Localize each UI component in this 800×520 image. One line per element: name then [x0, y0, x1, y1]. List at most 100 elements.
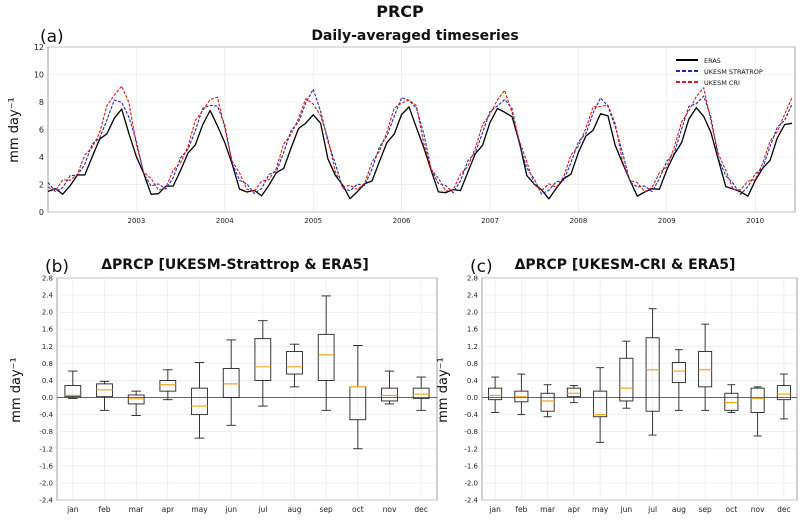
x-tick-label: sep	[698, 505, 712, 514]
x-tick-label: mar	[540, 505, 556, 514]
box-apr	[159, 369, 177, 401]
box-mar	[540, 384, 555, 418]
box-iqr	[222, 368, 240, 398]
box-iqr	[191, 387, 208, 416]
box-sep	[698, 323, 713, 411]
legend-label: UKESM CRI	[704, 79, 740, 87]
box-iqr	[127, 394, 145, 405]
y-tick-label: -2.4	[39, 497, 53, 505]
box-apr	[566, 385, 581, 404]
x-tick-label: 2009	[658, 217, 676, 225]
cri-boxplot: -2.4 -2.0 -1.6 -1.2 -0.8 -0.4 0.0 0.4 0.8 1.2 1.6 2…	[464, 275, 798, 514]
box-iqr	[488, 387, 503, 401]
figure-title: PRCP	[376, 2, 424, 21]
y-tick-label: 2.4	[42, 292, 54, 300]
legend-label: ERA5	[704, 57, 721, 65]
x-tick-label: aug	[672, 505, 686, 514]
box-iqr	[724, 392, 739, 411]
y-tick-label: -1.2	[464, 445, 478, 453]
x-tick-label: 2004	[216, 217, 234, 225]
x-tick-label: jun	[620, 505, 633, 514]
y-tick-label: 4	[39, 153, 44, 162]
strattrop-boxplot: -2.4 -2.0 -1.6 -1.2 -0.8 -0.4 0.0 0.4 0.8 1.2 1.6 2…	[39, 275, 438, 514]
x-tick-label: jan	[66, 505, 79, 514]
box-iqr	[671, 362, 686, 384]
box-iqr	[64, 385, 82, 398]
x-tick-label: aug	[287, 505, 301, 514]
x-tick-label: 2006	[393, 217, 411, 225]
x-tick-label: sep	[320, 505, 334, 514]
panel-c-title: ΔPRCP [UKESM-CRI & ERA5]	[514, 257, 736, 273]
x-tick-label: 2008	[570, 217, 588, 225]
y-tick-label: 0.8	[467, 360, 478, 368]
box-iqr	[619, 357, 634, 402]
box-iqr	[593, 390, 608, 418]
x-tick-label: jul	[647, 505, 657, 514]
legend-label: UKESM STRATROP	[704, 68, 763, 76]
x-tick-label: oct	[352, 505, 364, 514]
x-tick-label: jul	[257, 505, 267, 514]
box-aug	[671, 349, 686, 411]
x-tick-label: feb	[515, 505, 527, 514]
box-jan	[488, 376, 503, 413]
x-tick-label: nov	[383, 505, 397, 514]
y-tick-label: 2.0	[42, 309, 53, 317]
y-axis-label: mm day⁻¹	[9, 357, 24, 422]
box-jan	[64, 370, 82, 399]
panel-a-title: Daily-averaged timeseries	[311, 28, 519, 44]
series-line-ukesm-stratrop	[47, 88, 793, 195]
x-tick-label: 2005	[304, 217, 322, 225]
y-tick-label: -1.6	[464, 462, 478, 470]
x-tick-label: may	[592, 505, 609, 514]
box-iqr	[159, 380, 177, 392]
series-line-era5	[47, 106, 793, 200]
box-dec	[412, 376, 430, 411]
y-tick-label: 2.8	[42, 275, 53, 283]
x-tick-label: dec	[777, 505, 791, 514]
box-iqr	[698, 350, 713, 388]
y-tick-label: 0.8	[42, 360, 53, 368]
box-iqr	[776, 385, 791, 401]
box-feb	[96, 380, 113, 411]
box-nov	[381, 370, 398, 405]
x-tick-label: 2007	[481, 217, 499, 225]
y-tick-label: 12	[34, 43, 44, 52]
panel-b-title: ΔPRCP [UKESM-Strattrop & ERA5]	[101, 257, 369, 273]
box-mar	[127, 390, 145, 416]
timeseries-plot: 0 2 4 6 8 10 12 2003 2004 2005 2006 2007 2008 2009 201…	[34, 43, 796, 225]
box-iqr	[254, 338, 272, 381]
y-tick-label: -0.8	[464, 428, 478, 436]
x-tick-label: jan	[488, 505, 501, 514]
x-tick-label: 2003	[127, 217, 145, 225]
y-tick-label: 1.2	[42, 343, 53, 351]
y-tick-label: -0.4	[464, 411, 478, 419]
y-tick-label: -1.2	[39, 445, 53, 453]
box-sep	[317, 295, 335, 411]
box-iqr	[750, 387, 765, 413]
y-tick-label: -2.0	[39, 479, 53, 487]
y-tick-label: 1.2	[467, 343, 478, 351]
panel-a-label: (a)	[40, 27, 64, 47]
box-jun	[222, 339, 240, 426]
y-tick-label: -0.8	[39, 428, 53, 436]
y-tick-label: 8	[39, 98, 44, 107]
plot-area	[481, 277, 798, 501]
y-tick-label: 0.4	[467, 377, 479, 385]
x-tick-label: feb	[98, 505, 110, 514]
box-iqr	[645, 337, 660, 412]
box-dec	[776, 373, 791, 420]
x-tick-label: mar	[129, 505, 145, 514]
x-tick-label: oct	[726, 505, 738, 514]
x-tick-label: dec	[414, 505, 428, 514]
box-iqr	[286, 350, 303, 375]
plot-area	[56, 277, 438, 501]
box-iqr	[540, 392, 555, 412]
box-iqr	[317, 333, 335, 381]
x-tick-label: jun	[224, 505, 237, 514]
y-tick-label: 2.4	[467, 292, 479, 300]
box-feb	[514, 373, 529, 416]
y-tick-label: 1.6	[42, 326, 54, 334]
box-jul	[645, 308, 660, 436]
x-tick-label: may	[191, 505, 208, 514]
y-axis-labels: mm day⁻¹ mm day⁻¹ mm day⁻¹	[7, 97, 451, 422]
